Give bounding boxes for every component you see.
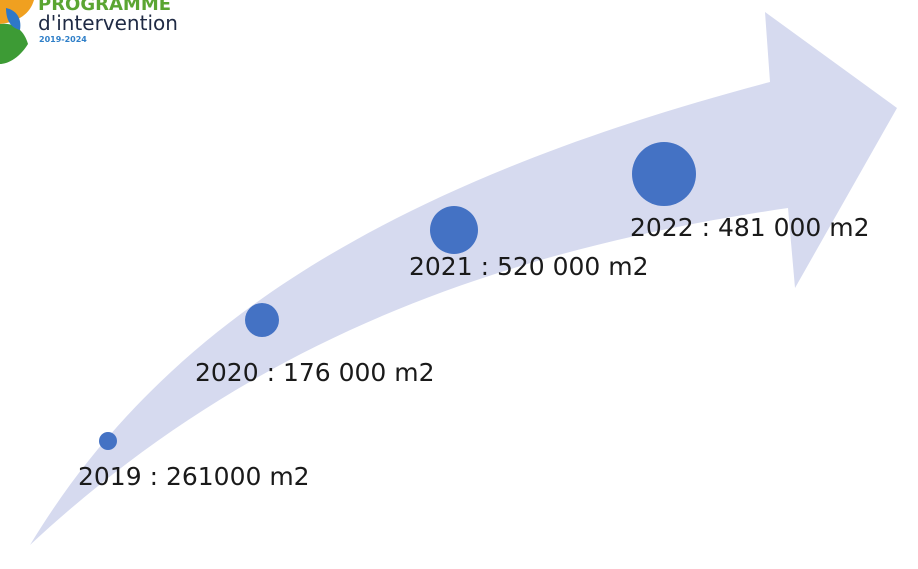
program-logo: PROGRAMME d'intervention 2019-2024 [0, 0, 178, 64]
milestone-marker-2019 [99, 432, 117, 450]
logo-years: 2019-2024 [39, 35, 87, 44]
milestone-label-2022: 2022 : 481 000 m2 [630, 213, 870, 242]
milestone-label-2021: 2021 : 520 000 m2 [409, 252, 649, 281]
milestone-marker-2020 [245, 303, 279, 337]
logo-title: PROGRAMME [38, 0, 171, 15]
milestone-marker-2022 [632, 142, 696, 206]
growth-arrow [30, 12, 897, 545]
logo-subtitle: d'intervention [38, 11, 178, 35]
leaf-logo-icon [0, 0, 34, 64]
milestone-label-2019: 2019 : 261000 m2 [78, 462, 310, 491]
milestone-marker-2021 [430, 206, 478, 254]
milestone-label-2020: 2020 : 176 000 m2 [195, 358, 435, 387]
